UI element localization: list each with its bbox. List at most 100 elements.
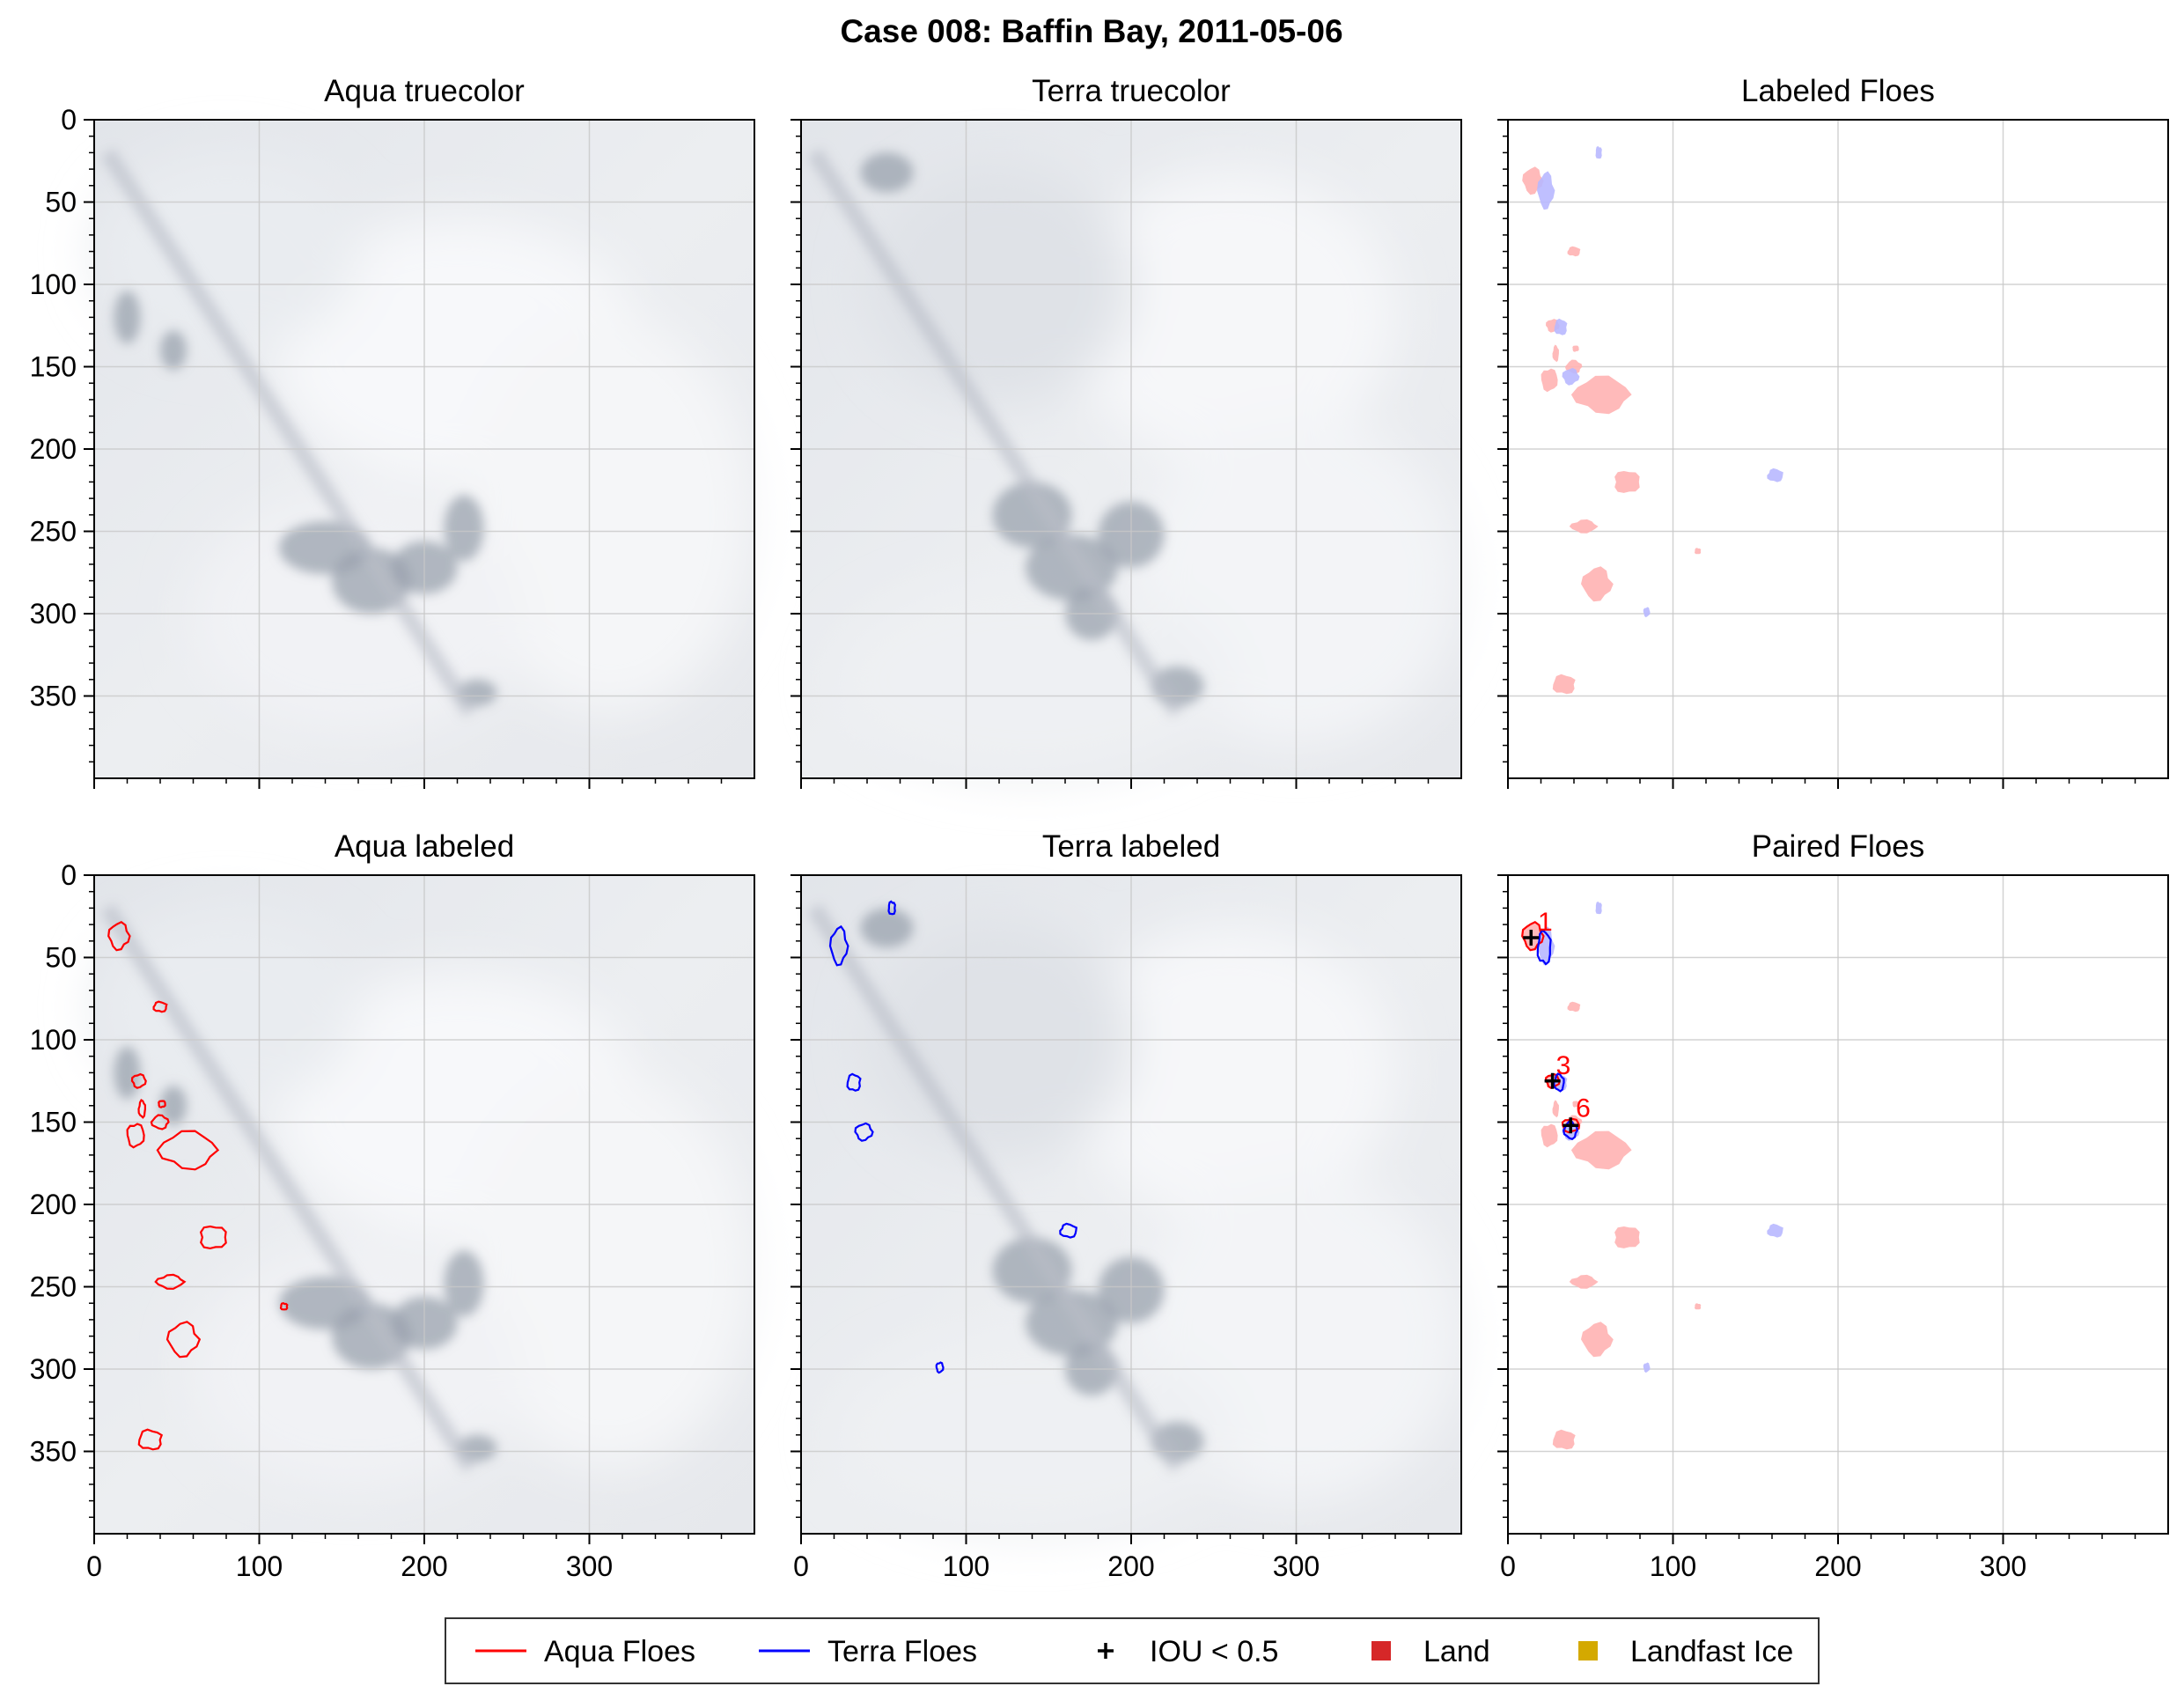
- aqua-floe: [1570, 375, 1632, 415]
- aqua-floe-outline: [137, 1098, 146, 1119]
- aqua-floe: [1567, 1001, 1581, 1012]
- panel-4: Aqua labeled 0 50 100 150 200 250 300 350 0 100 200…: [30, 829, 755, 1582]
- legend-label: Aqua Floes: [544, 1635, 695, 1668]
- aqua-floe: [1695, 548, 1702, 555]
- terra-floe: [1643, 1362, 1651, 1373]
- panel-2: Terra truecolor: [791, 74, 1462, 789]
- x-tick-label: 0: [1500, 1550, 1516, 1582]
- gridlines: [94, 875, 754, 1534]
- ticks: [84, 119, 723, 789]
- panel-1: Aqua truecolor 0 50 100 150 200 250 300 350: [30, 74, 755, 789]
- gridlines: [94, 120, 754, 778]
- x-tick-label: 0: [793, 1550, 809, 1582]
- ticks: [84, 874, 723, 1544]
- terra-floe-outline: [1059, 1222, 1078, 1239]
- aqua-floe: [1552, 1100, 1559, 1118]
- y-tick-label: 100: [30, 269, 77, 300]
- terra-floe: [1595, 145, 1602, 159]
- legend-item: Land: [1371, 1635, 1490, 1668]
- y-tick-label: 100: [30, 1024, 77, 1056]
- aqua-floe-outline: [152, 1000, 168, 1013]
- x-tick-label: 300: [566, 1550, 613, 1582]
- aqua-floe-outline: [165, 1321, 202, 1359]
- pair-label: 1: [1538, 908, 1553, 937]
- legend-item: Landfast Ice: [1578, 1635, 1793, 1668]
- terra-floes: [1537, 145, 1783, 618]
- aqua-floes: [1522, 922, 1702, 1450]
- terra-floe-outline: [935, 1361, 945, 1374]
- aqua-floe-outline: [130, 1072, 147, 1089]
- aqua-floe: [1552, 344, 1559, 363]
- aqua-floe: [1569, 519, 1599, 534]
- terra-floe-outline: [887, 900, 896, 916]
- ticks: [1497, 119, 2136, 789]
- aqua-floe: [1569, 1274, 1599, 1289]
- y-tick-label: 150: [30, 1107, 77, 1138]
- aqua-floe-outline: [154, 1273, 187, 1290]
- panel-title: Aqua labeled: [335, 829, 514, 864]
- aqua-floe: [1541, 1123, 1558, 1148]
- aqua-floe-outline: [150, 1114, 170, 1130]
- y-tick-label: 250: [30, 516, 77, 548]
- legend-label: Landfast Ice: [1630, 1635, 1793, 1668]
- panel-title: Aqua truecolor: [324, 74, 525, 108]
- y-tick-label: 250: [30, 1271, 77, 1303]
- aqua-floe: [1552, 674, 1576, 695]
- figure-title: Case 008: Baffin Bay, 2011-05-06: [840, 13, 1342, 49]
- terra-floe: [1537, 171, 1555, 210]
- ticks: [791, 119, 1430, 789]
- aqua-floe-outline: [158, 1100, 166, 1108]
- ice-features: [100, 148, 497, 718]
- x-tick-label: 100: [236, 1550, 283, 1582]
- gridlines: [801, 875, 1461, 1534]
- x-tick-label: 0: [86, 1550, 102, 1582]
- ice-features: [807, 903, 1204, 1473]
- terra-floe: [1643, 607, 1651, 618]
- aqua-floe-outline: [156, 1130, 220, 1171]
- legend-label: Land: [1423, 1635, 1490, 1668]
- y-tick-label: 150: [30, 351, 77, 383]
- terra-floes: [828, 900, 1078, 1374]
- x-tick-label: 200: [1814, 1550, 1861, 1582]
- y-tick-label: 200: [30, 433, 77, 465]
- aqua-floe: [1552, 1429, 1576, 1450]
- aqua-floe: [1572, 1101, 1579, 1108]
- aqua-floe: [1581, 1322, 1614, 1358]
- panel-title: Labeled Floes: [1741, 74, 1935, 108]
- panel-6: 1 36 Paired Floes 0 100 200 300: [1497, 829, 2169, 1582]
- terra-floe-outline: [846, 1072, 862, 1092]
- ticks: [1497, 874, 2136, 1544]
- aqua-floe-outline: [107, 921, 131, 952]
- terra-floe: [1595, 901, 1602, 915]
- terra-floe-outline: [828, 924, 849, 967]
- y-tick-label: 50: [45, 187, 77, 218]
- terra-floe: [1767, 1223, 1783, 1238]
- panels: Aqua truecolor050100150200250300350Terra…: [30, 74, 2169, 1582]
- legend-item: IOU < 0.5: [1098, 1635, 1278, 1668]
- x-tick-label: 100: [943, 1550, 989, 1582]
- y-tick-label: 0: [61, 859, 77, 891]
- y-tick-label: 300: [30, 598, 77, 630]
- cloud-layer: [834, 921, 1461, 1535]
- terra-floe: [1554, 318, 1568, 335]
- aqua-floes: [107, 921, 289, 1451]
- aqua-floe-outline: [279, 1302, 289, 1311]
- terra-floe-outline: [854, 1122, 874, 1142]
- aqua-floe: [1570, 1130, 1632, 1170]
- x-tick-label: 300: [1273, 1550, 1320, 1582]
- y-tick-label: 200: [30, 1189, 77, 1220]
- legend-label: IOU < 0.5: [1150, 1635, 1278, 1668]
- y-tick-label: 50: [45, 942, 77, 974]
- aqua-floe-outline: [126, 1123, 145, 1149]
- legend-plus-swatch: [1098, 1643, 1114, 1659]
- aqua-floe: [1695, 1303, 1702, 1310]
- y-tick-label: 300: [30, 1353, 77, 1385]
- y-tick-label: 350: [30, 1436, 77, 1468]
- panel-title: Terra truecolor: [1032, 74, 1231, 108]
- panel-5: Terra labeled 0 100 200 300: [791, 829, 1462, 1582]
- aqua-floe: [1614, 1226, 1640, 1248]
- iou-marker: [1563, 1117, 1579, 1134]
- legend-item: Aqua Floes: [475, 1635, 695, 1668]
- pair-label: 3: [1556, 1051, 1571, 1080]
- terra-floe: [1767, 468, 1783, 482]
